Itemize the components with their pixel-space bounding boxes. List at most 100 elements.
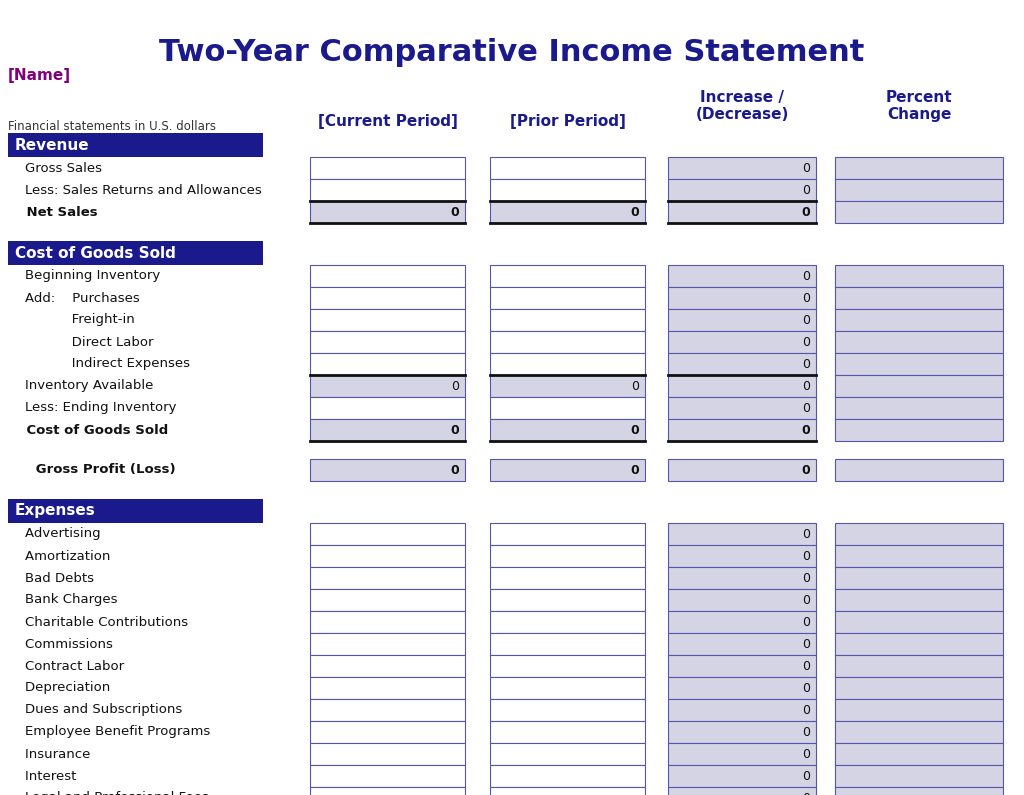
Bar bbox=[835, 589, 1002, 611]
Text: 0: 0 bbox=[802, 270, 810, 282]
Text: 0: 0 bbox=[451, 379, 459, 393]
Text: 0: 0 bbox=[802, 161, 810, 174]
Text: Add:    Purchases: Add: Purchases bbox=[8, 292, 139, 304]
Text: Revenue: Revenue bbox=[15, 138, 90, 153]
Bar bbox=[668, 419, 816, 441]
Text: Employee Benefit Programs: Employee Benefit Programs bbox=[8, 726, 210, 739]
Bar bbox=[8, 133, 263, 157]
Bar bbox=[668, 201, 816, 223]
Text: 0: 0 bbox=[802, 594, 810, 607]
Text: 0: 0 bbox=[802, 528, 810, 541]
Bar bbox=[668, 265, 816, 287]
Bar bbox=[490, 787, 645, 795]
Text: Legal and Professional Fees: Legal and Professional Fees bbox=[8, 792, 209, 795]
Bar bbox=[668, 331, 816, 353]
Text: Percent
Change: Percent Change bbox=[886, 90, 952, 122]
Bar bbox=[310, 375, 465, 397]
Text: 0: 0 bbox=[802, 572, 810, 584]
Text: Increase /
(Decrease): Increase / (Decrease) bbox=[695, 90, 788, 122]
Bar bbox=[490, 397, 645, 419]
Bar bbox=[490, 589, 645, 611]
Bar bbox=[310, 309, 465, 331]
Bar bbox=[310, 287, 465, 309]
Text: Interest: Interest bbox=[8, 770, 77, 782]
Bar bbox=[668, 397, 816, 419]
Bar bbox=[668, 309, 816, 331]
Bar bbox=[668, 787, 816, 795]
Bar bbox=[668, 567, 816, 589]
Bar bbox=[310, 589, 465, 611]
Text: Less: Ending Inventory: Less: Ending Inventory bbox=[8, 401, 176, 414]
Bar bbox=[835, 309, 1002, 331]
Text: 0: 0 bbox=[802, 792, 810, 795]
Bar bbox=[490, 721, 645, 743]
Text: 0: 0 bbox=[802, 615, 810, 629]
Text: Direct Labor: Direct Labor bbox=[8, 335, 154, 348]
Bar bbox=[490, 353, 645, 375]
Text: Two-Year Comparative Income Statement: Two-Year Comparative Income Statement bbox=[160, 38, 864, 67]
Bar bbox=[490, 611, 645, 633]
Text: Freight-in: Freight-in bbox=[8, 313, 135, 327]
Text: 0: 0 bbox=[630, 205, 639, 219]
Bar bbox=[490, 331, 645, 353]
Bar bbox=[310, 677, 465, 699]
Bar bbox=[310, 787, 465, 795]
Bar bbox=[835, 353, 1002, 375]
Bar bbox=[835, 157, 1002, 179]
Bar bbox=[668, 589, 816, 611]
Text: Indirect Expenses: Indirect Expenses bbox=[8, 358, 190, 370]
Bar bbox=[668, 545, 816, 567]
Bar bbox=[668, 677, 816, 699]
Bar bbox=[835, 331, 1002, 353]
Text: Depreciation: Depreciation bbox=[8, 681, 111, 695]
Text: Bank Charges: Bank Charges bbox=[8, 594, 118, 607]
Text: Expenses: Expenses bbox=[15, 503, 96, 518]
Bar bbox=[310, 655, 465, 677]
Bar bbox=[310, 545, 465, 567]
Text: Gross Profit (Loss): Gross Profit (Loss) bbox=[8, 463, 176, 476]
Bar bbox=[668, 353, 816, 375]
Bar bbox=[668, 633, 816, 655]
Text: Gross Sales: Gross Sales bbox=[8, 161, 102, 174]
Bar bbox=[490, 287, 645, 309]
Bar bbox=[835, 287, 1002, 309]
Text: 0: 0 bbox=[802, 184, 810, 196]
Text: 0: 0 bbox=[802, 401, 810, 414]
Bar bbox=[310, 265, 465, 287]
Bar bbox=[835, 633, 1002, 655]
Text: Contract Labor: Contract Labor bbox=[8, 660, 124, 673]
Text: [Prior Period]: [Prior Period] bbox=[510, 114, 626, 129]
Text: 0: 0 bbox=[630, 424, 639, 436]
Bar bbox=[668, 287, 816, 309]
Text: 0: 0 bbox=[802, 770, 810, 782]
Bar bbox=[668, 655, 816, 677]
Bar bbox=[490, 201, 645, 223]
Bar bbox=[835, 375, 1002, 397]
Bar bbox=[835, 699, 1002, 721]
Text: Less: Sales Returns and Allowances: Less: Sales Returns and Allowances bbox=[8, 184, 262, 196]
Bar bbox=[835, 201, 1002, 223]
Bar bbox=[835, 677, 1002, 699]
Bar bbox=[490, 265, 645, 287]
Text: 0: 0 bbox=[802, 638, 810, 650]
Bar bbox=[490, 419, 645, 441]
Text: Cost of Goods Sold: Cost of Goods Sold bbox=[8, 424, 168, 436]
Text: 0: 0 bbox=[802, 726, 810, 739]
Text: 0: 0 bbox=[801, 424, 810, 436]
Bar bbox=[668, 611, 816, 633]
Bar bbox=[490, 567, 645, 589]
Text: 0: 0 bbox=[802, 747, 810, 761]
Bar bbox=[310, 201, 465, 223]
Bar bbox=[310, 633, 465, 655]
Bar bbox=[490, 655, 645, 677]
Bar bbox=[835, 787, 1002, 795]
Bar bbox=[835, 265, 1002, 287]
Bar bbox=[835, 545, 1002, 567]
Bar bbox=[668, 523, 816, 545]
Text: Dues and Subscriptions: Dues and Subscriptions bbox=[8, 704, 182, 716]
Bar bbox=[668, 743, 816, 765]
Bar bbox=[835, 419, 1002, 441]
Text: Charitable Contributions: Charitable Contributions bbox=[8, 615, 188, 629]
Text: Financial statements in U.S. dollars: Financial statements in U.S. dollars bbox=[8, 120, 216, 133]
Bar bbox=[310, 567, 465, 589]
